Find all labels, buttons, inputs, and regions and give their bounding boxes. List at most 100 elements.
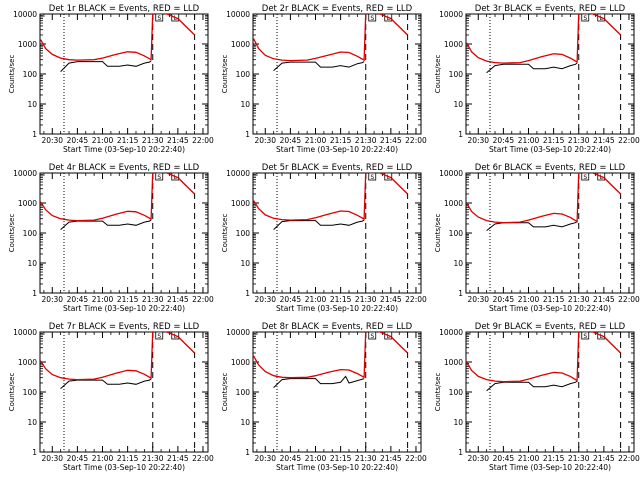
x-tick-label: 21:30 [568, 454, 590, 463]
plot-frame [465, 331, 635, 453]
y-tick-label: 10 [453, 259, 463, 268]
detector-panel: Det 6r BLACK = Events, RED = LLD 1 10 100 10… [434, 163, 640, 313]
x-tick-label: 21:15 [330, 454, 352, 463]
y-tick-label: 10 [27, 418, 37, 427]
y-tick-label: 10000 [13, 328, 37, 337]
y-axis-label: Counts/sec [8, 55, 16, 94]
x-tick-label: 21:00 [92, 295, 114, 304]
x-tick-label: 20:30 [254, 295, 276, 304]
lld-series-line [253, 173, 409, 221]
x-axis-label: Start Time (03-Sep-10 20:22:40) [276, 463, 398, 472]
detector-panel: Det 2r BLACK = Events, RED = LLD 1 10 100 10… [221, 4, 427, 154]
x-tick-label: 21:00 [305, 454, 327, 463]
x-tick-label: 22:00 [405, 136, 427, 145]
marker-box-label: L [600, 174, 604, 181]
y-tick-label: 10 [27, 100, 37, 109]
x-tick-label: 20:30 [41, 136, 63, 145]
marker-box-label: S [157, 174, 161, 181]
marker-box-label: L [600, 15, 604, 22]
panel-title: Det 2r BLACK = Events, RED = LLD [262, 4, 413, 14]
y-tick-label: 1000 [444, 199, 463, 208]
x-tick-label: 21:00 [305, 136, 327, 145]
detector-panel: Det 7r BLACK = Events, RED = LLD 1 10 100 10… [8, 322, 214, 472]
x-axis-label: Start Time (03-Sep-10 20:22:40) [63, 463, 185, 472]
x-axis-label: Start Time (03-Sep-10 20:22:40) [489, 145, 611, 154]
detector-panel: Det 5r BLACK = Events, RED = LLD 1 10 100 10… [221, 163, 427, 313]
lld-series-line [253, 14, 409, 62]
marker-box-label: S [157, 15, 161, 22]
x-tick-label: 22:00 [618, 295, 640, 304]
x-tick-label: 21:00 [518, 136, 540, 145]
x-tick-label: 21:00 [92, 454, 114, 463]
x-tick-label: 20:45 [280, 295, 302, 304]
y-tick-label: 10000 [226, 10, 250, 19]
x-tick-label: 21:30 [142, 454, 164, 463]
x-tick-label: 22:00 [405, 295, 427, 304]
events-series-line [486, 380, 578, 392]
panel-title: Det 9r BLACK = Events, RED = LLD [475, 322, 626, 332]
x-tick-label: 20:45 [67, 454, 89, 463]
y-axis-label: Counts/sec [8, 373, 16, 412]
x-tick-label: 20:45 [280, 136, 302, 145]
marker-box-label: L [387, 174, 391, 181]
x-tick-label: 20:30 [41, 295, 63, 304]
lld-series-line [253, 332, 409, 379]
y-tick-label: 1 [245, 130, 250, 139]
events-series-line [486, 62, 578, 74]
y-axis-label: Counts/sec [221, 214, 229, 253]
x-tick-label: 22:00 [405, 454, 427, 463]
panel-title: Det 7r BLACK = Events, RED = LLD [49, 322, 200, 332]
y-axis-label: Counts/sec [434, 55, 442, 94]
marker-box [581, 331, 590, 340]
marker-box-label: L [174, 15, 178, 22]
x-tick-label: 21:45 [167, 295, 189, 304]
y-tick-label: 10 [27, 259, 37, 268]
marker-box-label: S [370, 333, 374, 340]
x-axis-label: Start Time (03-Sep-10 20:22:40) [489, 304, 611, 313]
y-tick-label: 10000 [226, 169, 250, 178]
y-tick-label: 1 [458, 130, 463, 139]
x-tick-label: 20:30 [254, 136, 276, 145]
y-tick-label: 10000 [13, 10, 37, 19]
x-tick-label: 21:45 [380, 454, 402, 463]
y-tick-label: 10000 [439, 328, 463, 337]
x-tick-label: 21:45 [380, 295, 402, 304]
plot-frame [252, 13, 422, 135]
x-tick-label: 22:00 [618, 454, 640, 463]
y-tick-label: 100 [23, 388, 38, 397]
y-tick-label: 1 [458, 448, 463, 457]
lld-series-line [466, 14, 622, 64]
x-tick-label: 21:45 [593, 454, 615, 463]
y-tick-label: 1 [32, 448, 37, 457]
x-tick-label: 21:15 [543, 454, 565, 463]
x-tick-label: 21:45 [593, 295, 615, 304]
marker-box [155, 13, 164, 22]
y-axis-label: Counts/sec [221, 55, 229, 94]
x-tick-label: 20:30 [467, 136, 489, 145]
lld-series-line [466, 332, 622, 383]
marker-box [581, 172, 590, 181]
marker-box [368, 13, 377, 22]
y-tick-label: 100 [236, 70, 251, 79]
y-tick-label: 100 [449, 229, 464, 238]
y-tick-label: 1 [245, 289, 250, 298]
marker-box [155, 331, 164, 340]
marker-box [368, 331, 377, 340]
marker-box-label: L [387, 333, 391, 340]
panel-title: Det 4r BLACK = Events, RED = LLD [49, 163, 200, 173]
x-tick-label: 21:15 [543, 136, 565, 145]
y-tick-label: 100 [23, 70, 38, 79]
x-axis-label: Start Time (03-Sep-10 20:22:40) [63, 304, 185, 313]
x-tick-label: 20:45 [493, 136, 515, 145]
y-tick-label: 1 [32, 289, 37, 298]
y-tick-label: 1000 [444, 358, 463, 367]
events-series-line [273, 219, 365, 230]
y-tick-label: 100 [23, 229, 38, 238]
lld-series-line [40, 332, 196, 381]
x-tick-label: 21:15 [117, 454, 139, 463]
panel-title: Det 1r BLACK = Events, RED = LLD [49, 4, 200, 14]
x-axis-label: Start Time (03-Sep-10 20:22:40) [276, 304, 398, 313]
x-tick-label: 21:30 [142, 136, 164, 145]
y-tick-label: 1000 [18, 358, 37, 367]
